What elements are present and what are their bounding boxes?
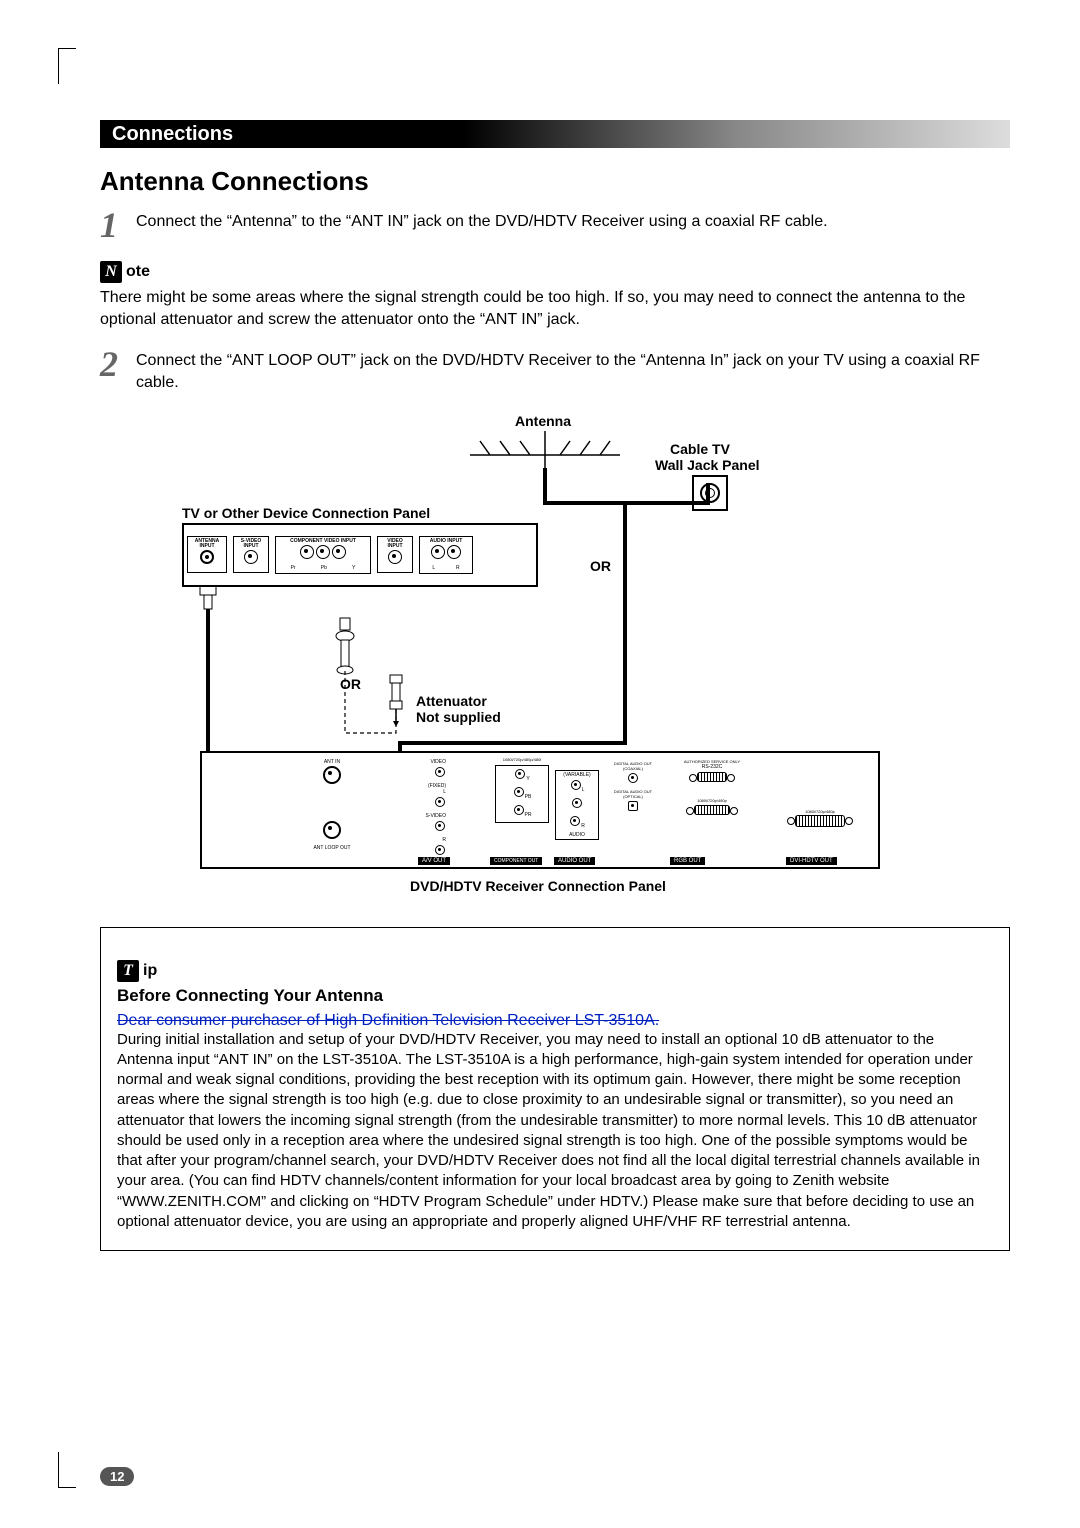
tip-heading: Before Connecting Your Antenna (117, 986, 993, 1006)
note-suffix: ote (126, 263, 150, 281)
label-dvi-out: DVI-HDTV OUT (786, 857, 837, 865)
header-bar: Connections (100, 120, 1010, 148)
tip-body: During initial installation and setup of… (117, 1030, 993, 1233)
step-2-text: Connect the “ANT LOOP OUT” jack on the D… (136, 346, 1010, 395)
header-title: Connections (112, 123, 233, 146)
port-ant-in-label: ANT IN (302, 759, 362, 765)
tv-connection-panel: ANTENNA INPUT S-VIDEO INPUT COMPONENT VI… (182, 523, 538, 587)
port-audio-input: AUDIO INPUT (422, 539, 470, 544)
wall-jack-panel (692, 475, 728, 511)
port-video-input: VIDEO INPUT (380, 539, 410, 549)
label-audio-out: AUDIO OUT (554, 857, 595, 865)
label-component-out: COMPONENT OUT (490, 857, 542, 865)
label-av-out: A/V OUT (418, 857, 450, 865)
tip-label: T ip (117, 960, 993, 982)
tip-icon: T (117, 960, 139, 982)
step-1: 1 Connect the “Antenna” to the “ANT IN” … (100, 207, 1010, 243)
page-number-badge: 12 (100, 1467, 134, 1486)
note-icon: N (100, 261, 122, 283)
step-2: 2 Connect the “ANT LOOP OUT” jack on the… (100, 346, 1010, 395)
page-corner-bottom (58, 1452, 76, 1488)
step-1-number: 1 (100, 207, 128, 243)
tip-strike-line: Dear consumer purchaser of High Definiti… (117, 1012, 993, 1030)
section-title: Antenna Connections (100, 166, 1010, 197)
page-corner-top (58, 48, 76, 84)
dvd-receiver-panel: ANT IN ANT LOOP OUT VIDEO (FIXED) L S-VI… (200, 751, 880, 869)
page-number: 12 (100, 1467, 134, 1486)
port-svideo-input: S-VIDEO INPUT (236, 539, 266, 549)
tip-suffix: ip (143, 962, 157, 980)
tip-box: T ip Before Connecting Your Antenna Dear… (100, 927, 1010, 1252)
port-ant-loop-out-label: ANT LOOP OUT (302, 845, 362, 851)
port-antenna-input: ANTENNA INPUT (190, 539, 224, 549)
connection-diagram: Antenna Cable TV Wall Jack Panel TV or O… (100, 413, 1010, 913)
label-rgb-out: RGB OUT (670, 857, 705, 865)
note-label: N ote (100, 261, 1010, 283)
port-component: COMPONENT VIDEO INPUT (278, 539, 368, 544)
step-2-number: 2 (100, 346, 128, 382)
note-body: There might be some areas where the sign… (100, 287, 1010, 332)
step-1-text: Connect the “Antenna” to the “ANT IN” ja… (136, 207, 1010, 233)
